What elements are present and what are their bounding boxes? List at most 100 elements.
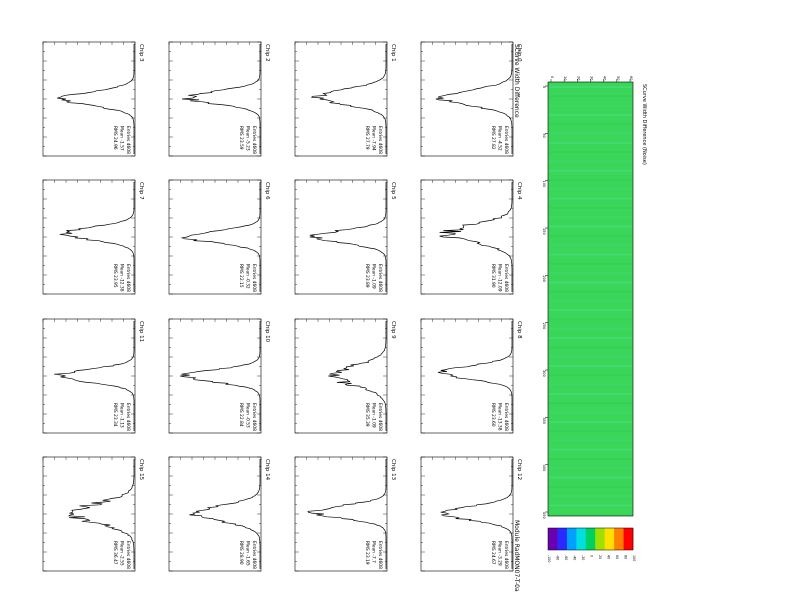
- chip-stat: Entries 4608: [377, 403, 383, 431]
- map-tick-label: 250: [542, 323, 546, 330]
- chip-stat: Mean -2.55: [119, 541, 125, 566]
- map-noise-band: [549, 141, 632, 144]
- map-noise-band: [549, 430, 632, 433]
- map-noise-band: [549, 299, 632, 302]
- map-noise-band: [549, 411, 632, 414]
- chip-stat: Entries 4608: [251, 403, 257, 431]
- chip-stat: Entries 4608: [503, 541, 509, 569]
- chip-title: Chip 12: [516, 459, 522, 480]
- colorbar-swatch: [595, 528, 605, 550]
- map-noise-band: [549, 253, 632, 256]
- chip-title: Chip 14: [264, 459, 270, 481]
- map-noise-band: [549, 160, 632, 163]
- chip-title: Chip 13: [390, 459, 396, 481]
- histogram-line: [328, 321, 387, 431]
- chip-stat: Mean -3.29: [497, 541, 503, 566]
- map-tick-label: 300: [542, 370, 546, 377]
- map-noise-band: [549, 327, 632, 330]
- chip-stat: Entries 4608: [251, 126, 257, 154]
- colorbar-tick-label: 20: [598, 555, 602, 559]
- chip-stat: Mean -7.7: [371, 541, 377, 563]
- chip-stat: RMS 24.67: [490, 541, 496, 565]
- chip-stat: Mean -0.32: [245, 264, 251, 289]
- chip-stat: RMS 28.90: [238, 541, 244, 565]
- chip-title: Chip 3: [138, 44, 144, 62]
- histogram-frame: [42, 456, 136, 572]
- histogram-line: [181, 44, 261, 154]
- map-noise-band: [549, 346, 632, 349]
- map-noise-band: [549, 206, 632, 209]
- histogram-frame: [294, 41, 388, 157]
- map-noise-band: [549, 262, 632, 265]
- map-noise-band: [549, 337, 632, 340]
- map-noise-band: [549, 151, 632, 154]
- histogram-frame: [168, 318, 262, 434]
- colorbar-tick-label: -40: [573, 555, 577, 560]
- chip-stat: RMS 27.82: [490, 126, 496, 150]
- chip-stat: RMS 23.59: [238, 126, 244, 150]
- chip-stat: Entries 4608: [377, 264, 383, 292]
- chip-stat: Entries 4608: [503, 264, 509, 292]
- histogram-frame: [42, 318, 136, 434]
- chip-stat: RMS 24.96: [112, 126, 118, 150]
- histogram-frame: [294, 318, 388, 434]
- module-label: Module RadMON07-T-0a: [513, 520, 520, 592]
- map-noise-band: [549, 374, 632, 377]
- map-title: SCurve Width Difference (Noise): [641, 84, 647, 165]
- chip-stat: Mean -1.09: [371, 403, 377, 428]
- map-tick-label: 60: [629, 76, 633, 80]
- colorbar-frame: [547, 527, 634, 551]
- page-title-group: SCurve Width Difference Module RadMON07-…: [513, 44, 647, 592]
- map-noise-band: [549, 113, 632, 116]
- colorbar-swatch: [623, 528, 634, 550]
- histogram-line: [54, 321, 135, 431]
- chip-stat: Mean -0.53: [245, 403, 251, 428]
- map-tick-label: 10: [563, 76, 567, 80]
- map-noise-band: [549, 290, 632, 293]
- chip-title: Chip 9: [390, 321, 396, 339]
- map-noise-band: [549, 272, 632, 274]
- histogram-line: [439, 182, 513, 292]
- map-tick-label: 20: [576, 76, 580, 80]
- chip-stat: Entries 4608: [251, 541, 257, 569]
- noise-map: 0 50 100 150 200 250 300 350 400 450 0 10 20 30 40 50 60: [542, 76, 634, 519]
- map-noise-band: [549, 95, 632, 98]
- colorbar-swatch: [585, 528, 596, 550]
- histogram-frame: [420, 318, 514, 434]
- map-plot-area: [547, 81, 634, 517]
- chip-title: Chip 11: [138, 321, 144, 342]
- chip-title: Chip 10: [264, 321, 270, 343]
- map-noise-band: [549, 355, 632, 358]
- histogram-line: [307, 459, 387, 569]
- colorbar-tick-label: 100: [632, 555, 636, 561]
- map-noise-band: [549, 476, 632, 479]
- map-noise-band: [549, 448, 632, 451]
- map-noise-band: [549, 309, 632, 312]
- map-noise-band: [549, 179, 632, 181]
- histogram-line: [437, 321, 513, 431]
- map-tick-label: 50: [542, 133, 546, 137]
- chip-stat: Entries 4608: [125, 541, 131, 569]
- chip-stat: RMS 23.95: [112, 264, 118, 288]
- map-noise-band: [549, 225, 632, 228]
- map-noise-band: [549, 458, 632, 460]
- colorbar-swatch: [548, 528, 558, 550]
- chip-stat: RMS 22.84: [238, 403, 244, 427]
- chip-title: Chip 6: [264, 182, 270, 200]
- map-tick-label: 350: [542, 417, 546, 424]
- map-noise-band: [549, 281, 632, 284]
- chip-stat: Mean -1.57: [119, 126, 125, 151]
- colorbar-tick-label: -20: [581, 555, 585, 560]
- map-noise-band: [549, 216, 632, 219]
- chip-stat: Mean -5.23: [245, 126, 251, 151]
- map-noise-band: [549, 495, 632, 498]
- chip-stat: Entries 4608: [125, 126, 131, 154]
- map-tick-label: 450: [542, 512, 546, 519]
- histogram-line: [440, 459, 513, 569]
- chip-title: Chip 15: [138, 459, 144, 481]
